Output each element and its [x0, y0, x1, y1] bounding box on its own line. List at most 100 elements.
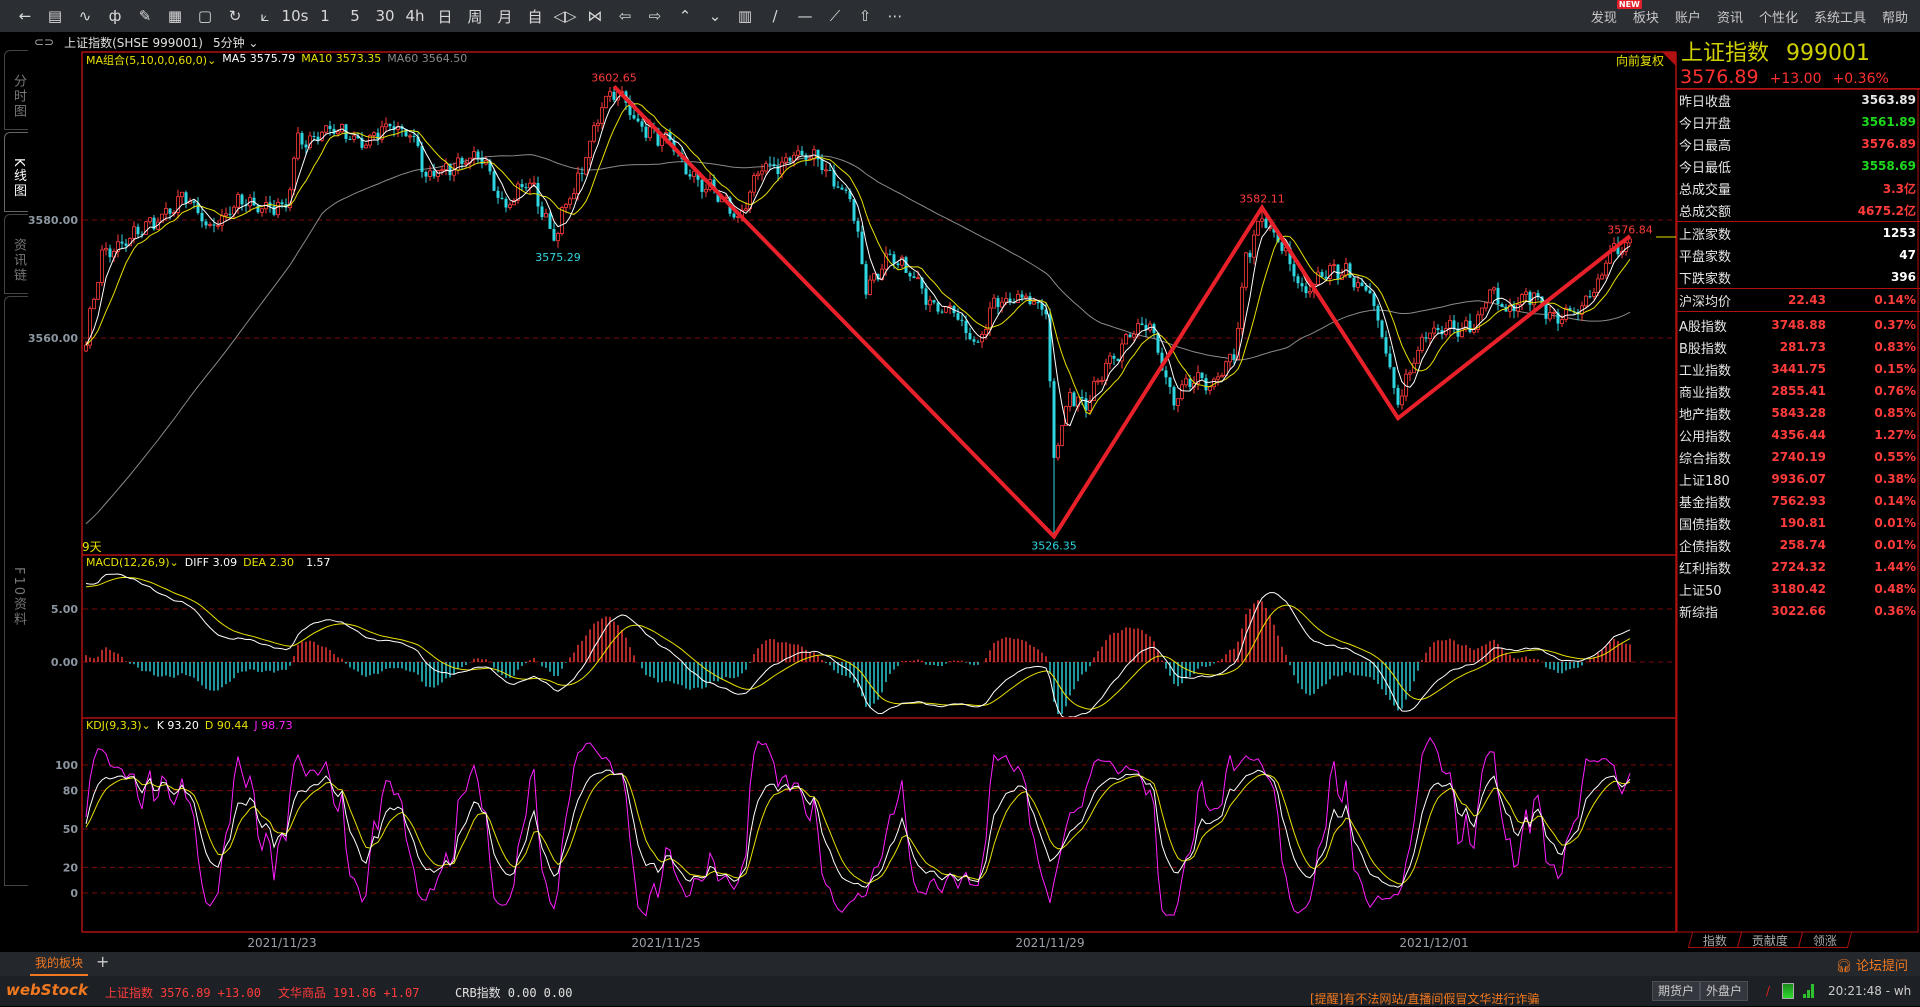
kdj-select[interactable]: KDJ(9,3,3)⌄	[86, 719, 151, 732]
notice-text[interactable]: [提醒]有不法网站/直播间假冒文华进行诈骗	[1310, 992, 1540, 1006]
index-row[interactable]: B股指数 281.73 0.83%	[1679, 336, 1918, 358]
index-row[interactable]: 地产指数 5843.28 0.85%	[1679, 402, 1918, 424]
index-row[interactable]: 企债指数 258.74 0.01%	[1679, 534, 1918, 556]
foreign-account-button[interactable]: 外盘户	[1700, 981, 1749, 1001]
forum-question-button[interactable]: 🎧︎ 论坛提问	[1835, 955, 1908, 974]
index-row[interactable]: 综合指数 2740.19 0.55%	[1679, 446, 1918, 468]
index-row[interactable]: 上证180 9936.07 0.38%	[1679, 468, 1918, 490]
tab-f10[interactable]: F10资料	[4, 296, 28, 886]
right-tab[interactable]: 领涨	[1797, 932, 1853, 948]
adjust-mode[interactable]: 向前复权	[1615, 54, 1664, 68]
back-arrow-icon[interactable]: ←	[18, 7, 32, 25]
line-chart-icon[interactable]: ∿	[78, 7, 92, 25]
macd-select[interactable]: MACD(12,26,9)⌄	[86, 556, 179, 569]
down-icon[interactable]: ⌄	[708, 7, 722, 25]
menu-item[interactable]: 个性化	[1759, 7, 1798, 26]
date-label: 2021/11/29	[1015, 936, 1085, 950]
menu-item[interactable]: 帮助	[1882, 7, 1908, 26]
period-button[interactable]: 4h	[405, 7, 425, 25]
index-value: 2740.19	[1771, 450, 1826, 464]
shift-up-icon[interactable]: ⇧	[858, 7, 872, 25]
candle	[108, 244, 112, 263]
save-icon[interactable]: ▢	[197, 7, 213, 25]
period-button[interactable]: 10s	[281, 7, 309, 25]
menu-item[interactable]: 板块	[1633, 7, 1659, 26]
candlestick-icon[interactable]: ф	[108, 7, 122, 25]
stat-value: 3558.69	[1861, 159, 1916, 173]
candle	[1060, 425, 1064, 447]
more-icon[interactable]: ⋯	[887, 7, 903, 25]
ticker-item[interactable]: 上证指数 3576.89 +13.00	[105, 984, 268, 1001]
period-button[interactable]: 月	[497, 7, 513, 26]
index-row[interactable]: 基金指数 7562.93 0.14%	[1679, 490, 1918, 512]
high-price-label: 3576.84	[1607, 224, 1653, 237]
index-row[interactable]: 工业指数 3441.75 0.15%	[1679, 358, 1918, 380]
period-select[interactable]: 5分钟 ⌄	[213, 34, 259, 51]
candle	[116, 234, 120, 258]
zoom-icon[interactable]: ◁▷	[553, 7, 577, 25]
menu-item[interactable]: 资讯	[1717, 7, 1743, 26]
next-icon[interactable]: ⇨	[648, 7, 662, 25]
period-button[interactable]: 30	[375, 7, 395, 25]
candle	[560, 205, 564, 236]
up-icon[interactable]: ⌃	[678, 7, 692, 25]
right-tab[interactable]: 指数	[1687, 932, 1743, 948]
index-row[interactable]: 公用指数 4356.44 1.27%	[1679, 424, 1918, 446]
index-name: 公用指数	[1679, 429, 1732, 445]
tab-kline[interactable]: K线图	[4, 132, 28, 212]
candle	[1292, 257, 1296, 282]
futures-account-button[interactable]: 期货户	[1652, 981, 1701, 1001]
index-row[interactable]: 新综指 3022.66 0.36%	[1679, 600, 1918, 622]
menu-item[interactable]: 账户	[1675, 7, 1701, 26]
index-pct: 0.15%	[1874, 362, 1916, 376]
menu-item[interactable]: 发现 NEW	[1591, 0, 1642, 26]
ticker-item[interactable]: CRB指数 0.00 0.00	[455, 984, 580, 1001]
add-board-button[interactable]: +	[96, 952, 110, 971]
ray-icon[interactable]: ⟋	[829, 7, 841, 25]
candles-layer	[84, 86, 1632, 537]
tab-my-board[interactable]: 我的板块	[30, 954, 89, 976]
index-row[interactable]: A股指数 3748.88 0.37%	[1679, 314, 1918, 336]
index-row[interactable]: 国债指数 190.81 0.01%	[1679, 512, 1918, 534]
candle	[224, 207, 228, 222]
candle	[612, 86, 616, 103]
index-row[interactable]: 上证50 3180.42 0.48%	[1679, 578, 1918, 600]
prev-icon[interactable]: ⇦	[618, 7, 632, 25]
grid-icon[interactable]: ▦	[167, 7, 183, 25]
ma-combo-select[interactable]: MA组合(5,10,0,0,60,0)⌄	[86, 52, 216, 68]
period-button[interactable]: 1	[320, 7, 330, 25]
candle	[1380, 319, 1384, 339]
candle	[1116, 358, 1120, 362]
draw-tool-icon[interactable]: ⟀	[260, 7, 270, 25]
tab-timeshare[interactable]: 分时图	[4, 50, 28, 130]
list-icon[interactable]: ▤	[47, 7, 63, 25]
candle	[1024, 293, 1028, 299]
candle	[144, 220, 148, 235]
compress-icon[interactable]: ⋈	[587, 7, 603, 25]
period-button[interactable]: 5	[350, 7, 360, 25]
period-button[interactable]: 周	[467, 7, 483, 26]
brush-icon[interactable]: ✎	[138, 7, 152, 25]
candle	[1436, 324, 1440, 335]
symbol-title[interactable]: 上证指数(SHSE 999001)	[64, 35, 203, 50]
line-tool-icon[interactable]: ∕	[772, 7, 778, 25]
menu-item[interactable]: 系统工具	[1814, 7, 1866, 26]
candle	[1236, 322, 1240, 360]
hline-icon[interactable]: —	[797, 7, 813, 25]
candle	[232, 204, 236, 220]
index-pct: 0.01%	[1874, 516, 1916, 530]
right-panel-tabs: 指数 贡献度 领涨	[1687, 932, 1853, 948]
right-tab[interactable]: 贡献度	[1736, 932, 1804, 948]
period-button[interactable]: 日	[437, 7, 453, 26]
index-row[interactable]: 红利指数 2724.32 1.44%	[1679, 556, 1918, 578]
period-button[interactable]: 自	[527, 7, 543, 26]
index-row[interactable]: 商业指数 2855.41 0.76%	[1679, 380, 1918, 402]
layout-icon[interactable]: ▥	[737, 7, 753, 25]
candle	[1352, 275, 1356, 291]
candle	[1272, 221, 1276, 238]
candle	[860, 225, 864, 265]
refresh-icon[interactable]: ↻	[228, 7, 242, 25]
ticker-item[interactable]: 文华商品 191.86 +1.07	[278, 984, 427, 1001]
tab-news-chain[interactable]: 资讯链	[4, 214, 28, 294]
